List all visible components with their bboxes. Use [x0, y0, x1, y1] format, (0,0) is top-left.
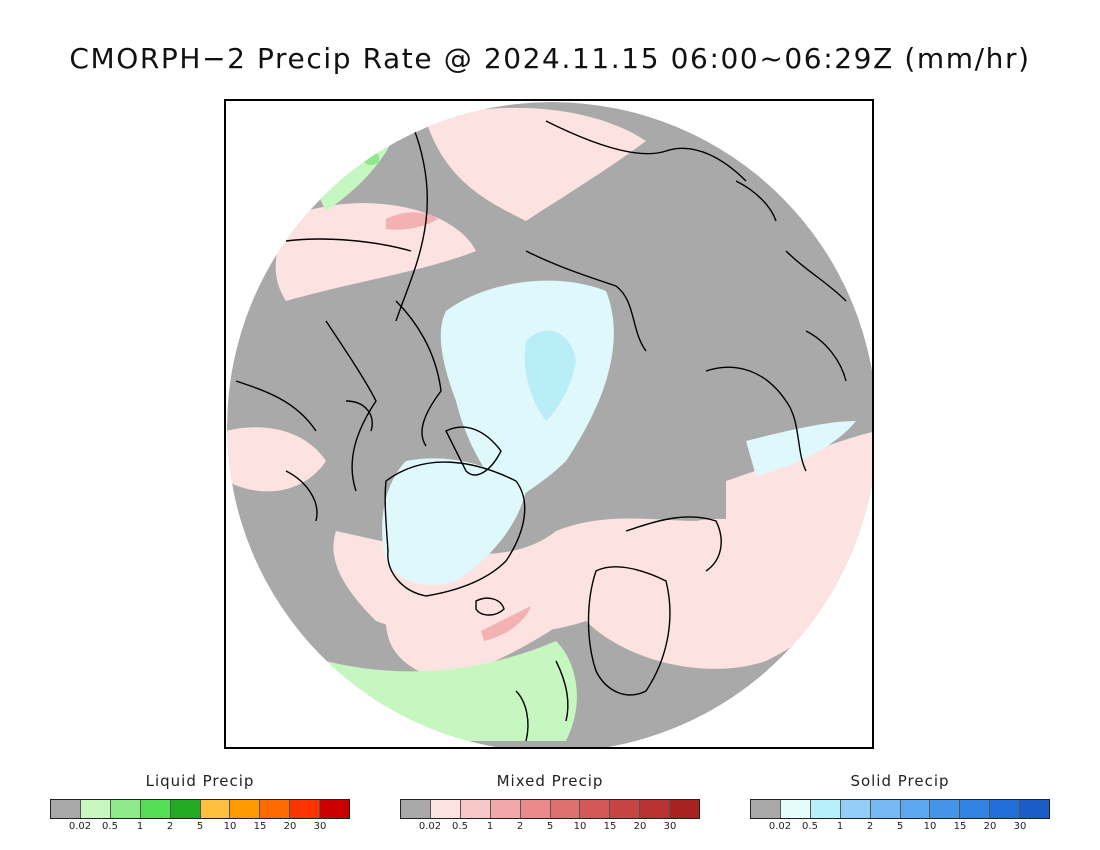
legend-tick-mixed: 20 — [633, 821, 647, 832]
legend-liquid-precip: Liquid Precip 0.02 0.5 1 2 5 10 15 20 30 — [50, 770, 350, 835]
legend-swatch-solid-5 — [900, 800, 931, 818]
legend-swatch-liquid-3 — [140, 800, 171, 818]
legend-bar-liquid — [50, 799, 350, 819]
legend-swatch-mixed-7 — [610, 800, 641, 818]
legend-swatch-mixed-2 — [460, 800, 491, 818]
legend-tick-mixed: 1 — [486, 821, 494, 832]
legend-swatch-liquid-4 — [170, 800, 201, 818]
legend-swatch-solid-1 — [780, 800, 811, 818]
legend-bar-mixed — [400, 799, 700, 819]
legend-swatch-mixed-5 — [550, 800, 581, 818]
solid-precip-region-greenland — [382, 458, 526, 585]
legend-ticks-solid: 0.02 0.5 1 2 5 10 15 20 30 — [750, 821, 1050, 835]
legend-ticks-mixed: 0.02 0.5 1 2 5 10 15 20 30 — [400, 821, 700, 835]
coastlines — [235, 110, 847, 742]
legend-tick-mixed: 10 — [573, 821, 587, 832]
legend-tick-solid: 15 — [953, 821, 967, 832]
legend-ticks-liquid: 0.02 0.5 1 2 5 10 15 20 30 — [50, 821, 350, 835]
mixed-precip-region-siberia-east — [726, 431, 872, 571]
map-frame — [224, 99, 874, 749]
legend-tick-liquid: 2 — [166, 821, 174, 832]
legend-swatch-solid-3 — [840, 800, 871, 818]
legend-swatch-mixed-9 — [670, 800, 700, 818]
legend-title-mixed: Mixed Precip — [496, 772, 604, 790]
polar-precip-map — [227, 102, 872, 747]
solid-precip-region-siberia — [746, 421, 856, 476]
legend-tick-liquid: 5 — [196, 821, 204, 832]
legend-swatch-solid-2 — [810, 800, 841, 818]
legend-tick-mixed: 30 — [663, 821, 677, 832]
legend-tick-solid: 5 — [896, 821, 904, 832]
legend-swatch-mixed-4 — [520, 800, 551, 818]
mixed-precip-region-bering — [275, 203, 476, 301]
legend-swatch-liquid-7 — [260, 800, 291, 818]
liquid-precip-core-pacific — [363, 152, 380, 165]
legend-swatch-solid-7 — [960, 800, 991, 818]
legend-tick-solid: 30 — [1013, 821, 1027, 832]
mixed-precip-core-atlantic — [481, 606, 531, 641]
legend-tick-mixed: 0.5 — [452, 821, 468, 832]
legend-mixed-precip: Mixed Precip 0.02 0.5 1 2 5 10 15 20 30 — [400, 770, 700, 835]
legend-swatch-liquid-1 — [80, 800, 111, 818]
legend-tick-liquid: 0.5 — [102, 821, 118, 832]
solid-precip-core-arctic — [524, 330, 576, 421]
legend-solid-precip: Solid Precip 0.02 0.5 1 2 5 10 15 20 30 — [750, 770, 1050, 835]
legend-tick-solid: 1 — [836, 821, 844, 832]
legend-tick-solid: 0.02 — [768, 821, 792, 832]
legend-title-solid: Solid Precip — [850, 772, 950, 790]
legend-swatch-mixed-8 — [640, 800, 671, 818]
legend-swatch-liquid-2 — [110, 800, 141, 818]
legend-tick-liquid: 30 — [313, 821, 327, 832]
chart-title: CMORPH−2 Precip Rate @ 2024.11.15 06:00~… — [69, 42, 1031, 75]
legend-tick-mixed: 2 — [516, 821, 524, 832]
legend-swatch-solid-0 — [751, 800, 781, 818]
legend-swatch-solid-4 — [870, 800, 901, 818]
legend-tick-solid: 20 — [983, 821, 997, 832]
legend-tick-mixed: 0.02 — [418, 821, 442, 832]
legend-swatch-solid-9 — [1020, 800, 1050, 818]
legend-swatch-liquid-8 — [290, 800, 321, 818]
legend-title-liquid: Liquid Precip — [145, 772, 255, 790]
legend-tick-solid: 0.5 — [802, 821, 818, 832]
legend-tick-liquid: 1 — [136, 821, 144, 832]
legend-tick-liquid: 15 — [253, 821, 267, 832]
legend-swatch-liquid-5 — [200, 800, 231, 818]
legend-tick-liquid: 0.02 — [68, 821, 92, 832]
legend-swatch-liquid-6 — [230, 800, 261, 818]
legend-tick-mixed: 15 — [603, 821, 617, 832]
mixed-precip-region-canada — [227, 427, 326, 492]
legend-tick-liquid: 10 — [223, 821, 237, 832]
legend-tick-solid: 2 — [866, 821, 874, 832]
legend-swatch-mixed-3 — [490, 800, 521, 818]
solid-precip-region-arctic-ocean — [440, 280, 614, 501]
legend-swatch-mixed-1 — [430, 800, 461, 818]
legend-tick-mixed: 5 — [546, 821, 554, 832]
mixed-precip-region-north-pacific — [426, 107, 646, 221]
legend-tick-liquid: 20 — [283, 821, 297, 832]
legend-swatch-liquid-9 — [320, 800, 350, 818]
legend-swatch-mixed-0 — [401, 800, 431, 818]
legend-swatch-mixed-6 — [580, 800, 611, 818]
map-disk — [227, 102, 872, 747]
legend-tick-solid: 10 — [923, 821, 937, 832]
legend-swatch-solid-8 — [990, 800, 1021, 818]
legend-swatch-solid-6 — [930, 800, 961, 818]
legend-swatch-liquid-0 — [51, 800, 81, 818]
legend-bar-solid — [750, 799, 1050, 819]
mixed-precip-core-pacific — [386, 212, 438, 230]
